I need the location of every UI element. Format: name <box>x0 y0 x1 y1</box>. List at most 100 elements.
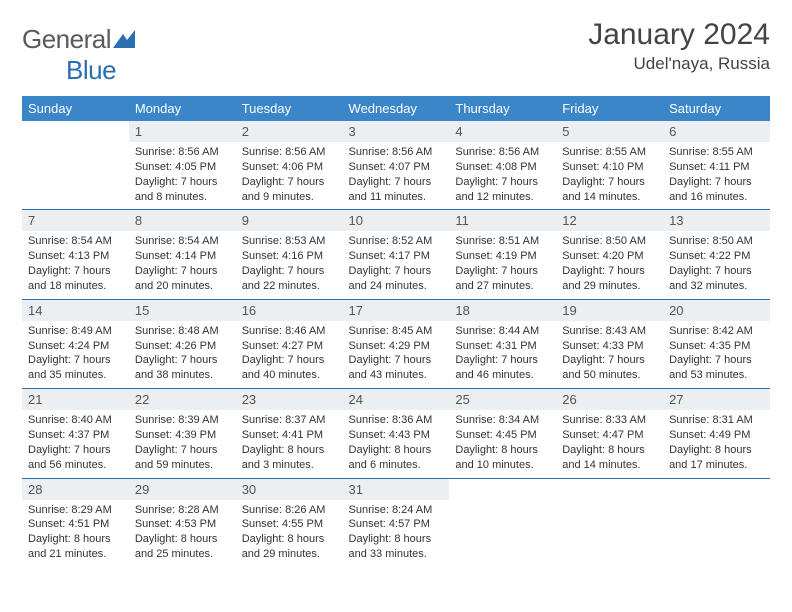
day-number: 9 <box>236 210 343 231</box>
calendar-cell: 7Sunrise: 8:54 AMSunset: 4:13 PMDaylight… <box>22 210 129 299</box>
day-number: 5 <box>556 121 663 142</box>
day-number: 10 <box>343 210 450 231</box>
weekday-header: Monday <box>129 96 236 121</box>
weekday-header: Thursday <box>449 96 556 121</box>
calendar-cell: 2Sunrise: 8:56 AMSunset: 4:06 PMDaylight… <box>236 121 343 210</box>
day-number: 2 <box>236 121 343 142</box>
title-block: January 2024 Udel'naya, Russia <box>588 18 770 74</box>
day-content: Sunrise: 8:53 AMSunset: 4:16 PMDaylight:… <box>236 231 343 298</box>
day-number: 27 <box>663 389 770 410</box>
day-content: Sunrise: 8:56 AMSunset: 4:05 PMDaylight:… <box>129 142 236 209</box>
day-number: 31 <box>343 479 450 500</box>
day-content: Sunrise: 8:48 AMSunset: 4:26 PMDaylight:… <box>129 321 236 388</box>
calendar-cell: 17Sunrise: 8:45 AMSunset: 4:29 PMDayligh… <box>343 299 450 388</box>
calendar-cell: 12Sunrise: 8:50 AMSunset: 4:20 PMDayligh… <box>556 210 663 299</box>
day-number: 26 <box>556 389 663 410</box>
calendar-cell: 15Sunrise: 8:48 AMSunset: 4:26 PMDayligh… <box>129 299 236 388</box>
day-number: 6 <box>663 121 770 142</box>
calendar-cell <box>556 478 663 567</box>
day-content: Sunrise: 8:43 AMSunset: 4:33 PMDaylight:… <box>556 321 663 388</box>
calendar-cell: 21Sunrise: 8:40 AMSunset: 4:37 PMDayligh… <box>22 389 129 478</box>
day-content: Sunrise: 8:39 AMSunset: 4:39 PMDaylight:… <box>129 410 236 477</box>
day-number: 11 <box>449 210 556 231</box>
day-number: 19 <box>556 300 663 321</box>
day-content: Sunrise: 8:54 AMSunset: 4:13 PMDaylight:… <box>22 231 129 298</box>
calendar-cell <box>22 121 129 210</box>
calendar-cell: 6Sunrise: 8:55 AMSunset: 4:11 PMDaylight… <box>663 121 770 210</box>
calendar-cell: 26Sunrise: 8:33 AMSunset: 4:47 PMDayligh… <box>556 389 663 478</box>
logo-text-blue: Blue <box>66 55 116 85</box>
day-content: Sunrise: 8:33 AMSunset: 4:47 PMDaylight:… <box>556 410 663 477</box>
day-number: 24 <box>343 389 450 410</box>
calendar-row: 21Sunrise: 8:40 AMSunset: 4:37 PMDayligh… <box>22 389 770 478</box>
day-number: 22 <box>129 389 236 410</box>
day-number: 12 <box>556 210 663 231</box>
day-number: 29 <box>129 479 236 500</box>
calendar-cell: 30Sunrise: 8:26 AMSunset: 4:55 PMDayligh… <box>236 478 343 567</box>
day-content: Sunrise: 8:29 AMSunset: 4:51 PMDaylight:… <box>22 500 129 567</box>
calendar-cell: 10Sunrise: 8:52 AMSunset: 4:17 PMDayligh… <box>343 210 450 299</box>
day-content: Sunrise: 8:56 AMSunset: 4:08 PMDaylight:… <box>449 142 556 209</box>
day-number: 18 <box>449 300 556 321</box>
weekday-header: Sunday <box>22 96 129 121</box>
day-number: 21 <box>22 389 129 410</box>
day-content: Sunrise: 8:51 AMSunset: 4:19 PMDaylight:… <box>449 231 556 298</box>
location: Udel'naya, Russia <box>588 54 770 74</box>
day-content: Sunrise: 8:42 AMSunset: 4:35 PMDaylight:… <box>663 321 770 388</box>
calendar-row: 28Sunrise: 8:29 AMSunset: 4:51 PMDayligh… <box>22 478 770 567</box>
day-number: 23 <box>236 389 343 410</box>
day-content: Sunrise: 8:55 AMSunset: 4:10 PMDaylight:… <box>556 142 663 209</box>
day-content: Sunrise: 8:50 AMSunset: 4:20 PMDaylight:… <box>556 231 663 298</box>
day-number: 8 <box>129 210 236 231</box>
day-number: 7 <box>22 210 129 231</box>
logo-text: General Blue <box>22 24 135 86</box>
day-number: 20 <box>663 300 770 321</box>
calendar-cell <box>449 478 556 567</box>
day-number: 15 <box>129 300 236 321</box>
calendar-row: 1Sunrise: 8:56 AMSunset: 4:05 PMDaylight… <box>22 121 770 210</box>
calendar-cell: 3Sunrise: 8:56 AMSunset: 4:07 PMDaylight… <box>343 121 450 210</box>
calendar-cell <box>663 478 770 567</box>
day-content: Sunrise: 8:55 AMSunset: 4:11 PMDaylight:… <box>663 142 770 209</box>
calendar-cell: 5Sunrise: 8:55 AMSunset: 4:10 PMDaylight… <box>556 121 663 210</box>
calendar-cell: 23Sunrise: 8:37 AMSunset: 4:41 PMDayligh… <box>236 389 343 478</box>
day-content: Sunrise: 8:56 AMSunset: 4:07 PMDaylight:… <box>343 142 450 209</box>
calendar-body: 1Sunrise: 8:56 AMSunset: 4:05 PMDaylight… <box>22 121 770 567</box>
day-number: 25 <box>449 389 556 410</box>
logo-text-general: General <box>22 24 111 54</box>
calendar-cell: 18Sunrise: 8:44 AMSunset: 4:31 PMDayligh… <box>449 299 556 388</box>
month-title: January 2024 <box>588 18 770 52</box>
day-number: 17 <box>343 300 450 321</box>
day-content: Sunrise: 8:44 AMSunset: 4:31 PMDaylight:… <box>449 321 556 388</box>
day-number: 30 <box>236 479 343 500</box>
day-content: Sunrise: 8:26 AMSunset: 4:55 PMDaylight:… <box>236 500 343 567</box>
calendar-cell: 13Sunrise: 8:50 AMSunset: 4:22 PMDayligh… <box>663 210 770 299</box>
calendar-cell: 22Sunrise: 8:39 AMSunset: 4:39 PMDayligh… <box>129 389 236 478</box>
day-content: Sunrise: 8:54 AMSunset: 4:14 PMDaylight:… <box>129 231 236 298</box>
calendar-cell: 28Sunrise: 8:29 AMSunset: 4:51 PMDayligh… <box>22 478 129 567</box>
day-content: Sunrise: 8:28 AMSunset: 4:53 PMDaylight:… <box>129 500 236 567</box>
calendar-row: 14Sunrise: 8:49 AMSunset: 4:24 PMDayligh… <box>22 299 770 388</box>
day-content: Sunrise: 8:31 AMSunset: 4:49 PMDaylight:… <box>663 410 770 477</box>
calendar-cell: 25Sunrise: 8:34 AMSunset: 4:45 PMDayligh… <box>449 389 556 478</box>
calendar-cell: 29Sunrise: 8:28 AMSunset: 4:53 PMDayligh… <box>129 478 236 567</box>
day-content: Sunrise: 8:46 AMSunset: 4:27 PMDaylight:… <box>236 321 343 388</box>
calendar-cell: 1Sunrise: 8:56 AMSunset: 4:05 PMDaylight… <box>129 121 236 210</box>
calendar-cell: 9Sunrise: 8:53 AMSunset: 4:16 PMDaylight… <box>236 210 343 299</box>
calendar-cell: 11Sunrise: 8:51 AMSunset: 4:19 PMDayligh… <box>449 210 556 299</box>
weekday-header: Saturday <box>663 96 770 121</box>
day-content: Sunrise: 8:34 AMSunset: 4:45 PMDaylight:… <box>449 410 556 477</box>
calendar-cell: 24Sunrise: 8:36 AMSunset: 4:43 PMDayligh… <box>343 389 450 478</box>
day-content: Sunrise: 8:40 AMSunset: 4:37 PMDaylight:… <box>22 410 129 477</box>
logo-mark-icon <box>113 24 135 54</box>
calendar-row: 7Sunrise: 8:54 AMSunset: 4:13 PMDaylight… <box>22 210 770 299</box>
day-content: Sunrise: 8:45 AMSunset: 4:29 PMDaylight:… <box>343 321 450 388</box>
day-number: 3 <box>343 121 450 142</box>
day-number: 1 <box>129 121 236 142</box>
weekday-header: Friday <box>556 96 663 121</box>
day-number: 28 <box>22 479 129 500</box>
day-content: Sunrise: 8:24 AMSunset: 4:57 PMDaylight:… <box>343 500 450 567</box>
calendar-cell: 4Sunrise: 8:56 AMSunset: 4:08 PMDaylight… <box>449 121 556 210</box>
day-number: 13 <box>663 210 770 231</box>
day-content: Sunrise: 8:50 AMSunset: 4:22 PMDaylight:… <box>663 231 770 298</box>
